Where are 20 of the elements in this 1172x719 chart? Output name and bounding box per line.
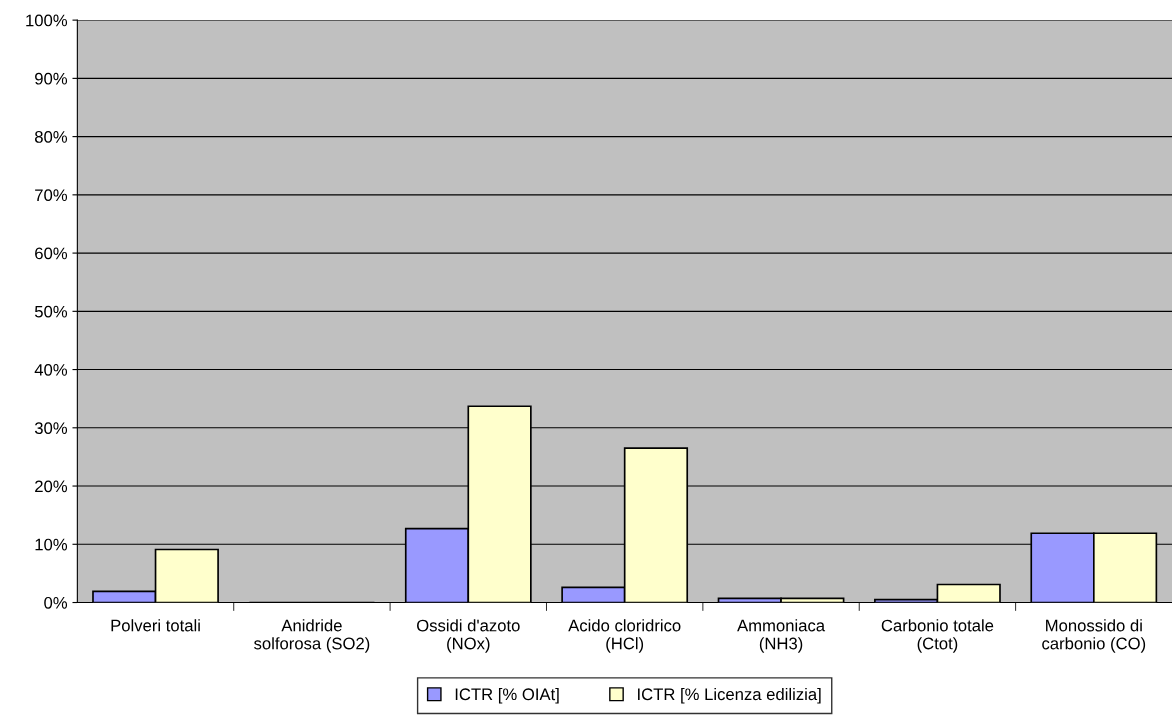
x-tick-label: Ammoniaca (NH3) <box>737 619 826 653</box>
x-tick-label: Polveri totali <box>111 619 200 632</box>
y-tick-label: 50% <box>34 305 68 318</box>
x-tick-label: Monossido di carbonio (CO) <box>1042 619 1146 653</box>
y-tick-label: 70% <box>35 189 68 202</box>
y-tick-label: 90% <box>35 72 68 85</box>
y-tick-label: 60% <box>35 247 68 260</box>
y-tick-label: 20% <box>35 480 68 493</box>
y-tick-label: 10% <box>35 538 68 551</box>
x-tick-label: Ossidi d'azoto (NOx) <box>417 619 520 653</box>
x-tick-label: Carbonio totale (Ctot) <box>881 619 994 653</box>
y-tick-label: 80% <box>35 131 68 143</box>
y-tick-label: 30% <box>34 422 68 435</box>
x-tick-label: Anidride solforosa (SO2) <box>254 619 370 653</box>
legend-label: ICTR [% Licenza edilizia] <box>638 687 821 704</box>
y-tick-label: 0% <box>44 596 68 609</box>
y-tick-label: 40% <box>34 363 68 376</box>
y-tick-label: 100% <box>26 14 68 27</box>
x-tick-label: Acido cloridrico (HCl) <box>568 619 681 653</box>
legend-label: ICTR [% OIAt] <box>455 687 559 704</box>
